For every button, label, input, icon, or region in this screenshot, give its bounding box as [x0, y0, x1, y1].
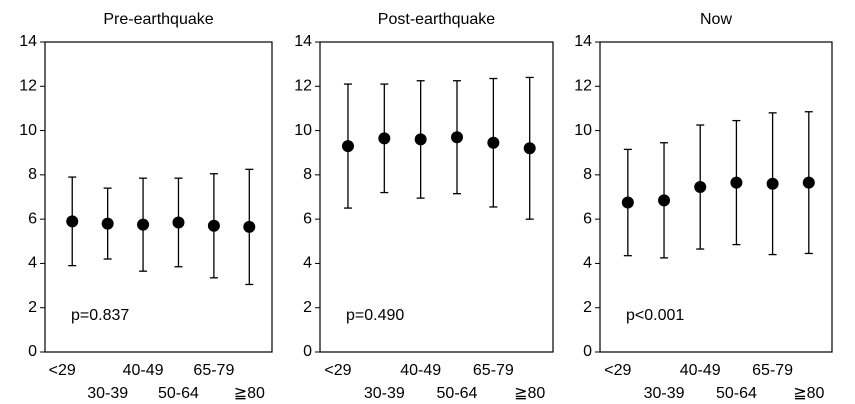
plot-frame — [319, 41, 554, 353]
annotation: p=0.490 — [346, 307, 404, 324]
mean-point — [730, 176, 743, 189]
mean-point — [414, 133, 427, 146]
plot-frame — [599, 41, 833, 353]
chart-title: Now — [700, 11, 732, 28]
mean-point — [451, 131, 464, 144]
annotation: p<0.001 — [626, 307, 684, 324]
y-tick-label: 2 — [583, 299, 592, 316]
y-tick-label: 8 — [583, 166, 592, 183]
y-tick-label: 10 — [19, 122, 37, 139]
mean-point — [341, 140, 354, 153]
y-tick-label: 8 — [28, 166, 37, 183]
x-tick-label: ≧80 — [514, 385, 545, 402]
x-tick-label: 40-49 — [680, 362, 721, 379]
y-tick-label: 10 — [574, 122, 592, 139]
x-tick-label: 65-79 — [752, 362, 793, 379]
y-tick-label: 10 — [294, 122, 312, 139]
mean-point — [207, 219, 220, 232]
y-tick-label: 12 — [574, 78, 592, 95]
x-tick-label: ≧80 — [234, 385, 265, 402]
y-tick-label: 4 — [583, 255, 592, 272]
x-tick-label: 50-64 — [158, 385, 199, 402]
y-tick-label: 2 — [28, 299, 37, 316]
x-tick-label: 65-79 — [473, 362, 514, 379]
y-tick-label: 12 — [19, 78, 37, 95]
y-tick-label: 12 — [294, 78, 312, 95]
plot-frame — [44, 41, 273, 353]
x-tick-label: 40-49 — [400, 362, 441, 379]
mean-point — [621, 196, 634, 209]
y-tick-label: 0 — [583, 343, 592, 360]
x-tick-label: 30-39 — [644, 385, 685, 402]
mean-point — [66, 215, 79, 228]
mean-point — [101, 217, 114, 230]
y-tick-label: 0 — [28, 343, 37, 360]
mean-point — [172, 216, 185, 229]
y-tick-label: 14 — [574, 33, 592, 50]
mean-point — [523, 142, 536, 155]
x-tick-label: 30-39 — [364, 385, 405, 402]
chart-title: Post-earthquake — [378, 11, 496, 28]
y-tick-label: 6 — [28, 210, 37, 227]
y-tick-label: 6 — [583, 210, 592, 227]
x-tick-label: 65-79 — [193, 362, 234, 379]
x-tick-label: 50-64 — [716, 385, 757, 402]
mean-point — [487, 136, 500, 149]
annotation: p=0.837 — [71, 307, 129, 324]
y-tick-label: 6 — [303, 210, 312, 227]
x-tick-label: 40-49 — [123, 362, 164, 379]
y-tick-label: 4 — [28, 255, 37, 272]
x-tick-label: <29 — [604, 362, 631, 379]
y-tick-label: 2 — [303, 299, 312, 316]
x-tick-label: 30-39 — [87, 385, 128, 402]
y-tick-label: 8 — [303, 166, 312, 183]
mean-point — [378, 132, 391, 145]
mean-point — [802, 176, 815, 189]
y-tick-label: 14 — [19, 33, 37, 50]
mean-point — [766, 177, 779, 190]
mean-point — [137, 218, 150, 231]
mean-point — [694, 181, 707, 194]
y-tick-label: 0 — [303, 343, 312, 360]
y-tick-label: 14 — [294, 33, 312, 50]
y-tick-label: 4 — [303, 255, 312, 272]
x-tick-label: ≧80 — [793, 385, 824, 402]
x-tick-label: <29 — [324, 362, 351, 379]
x-tick-label: 50-64 — [437, 385, 478, 402]
mean-point — [658, 194, 671, 207]
x-tick-label: <29 — [49, 362, 76, 379]
chart-title: Pre-earthquake — [103, 11, 213, 28]
mean-point — [243, 220, 256, 233]
